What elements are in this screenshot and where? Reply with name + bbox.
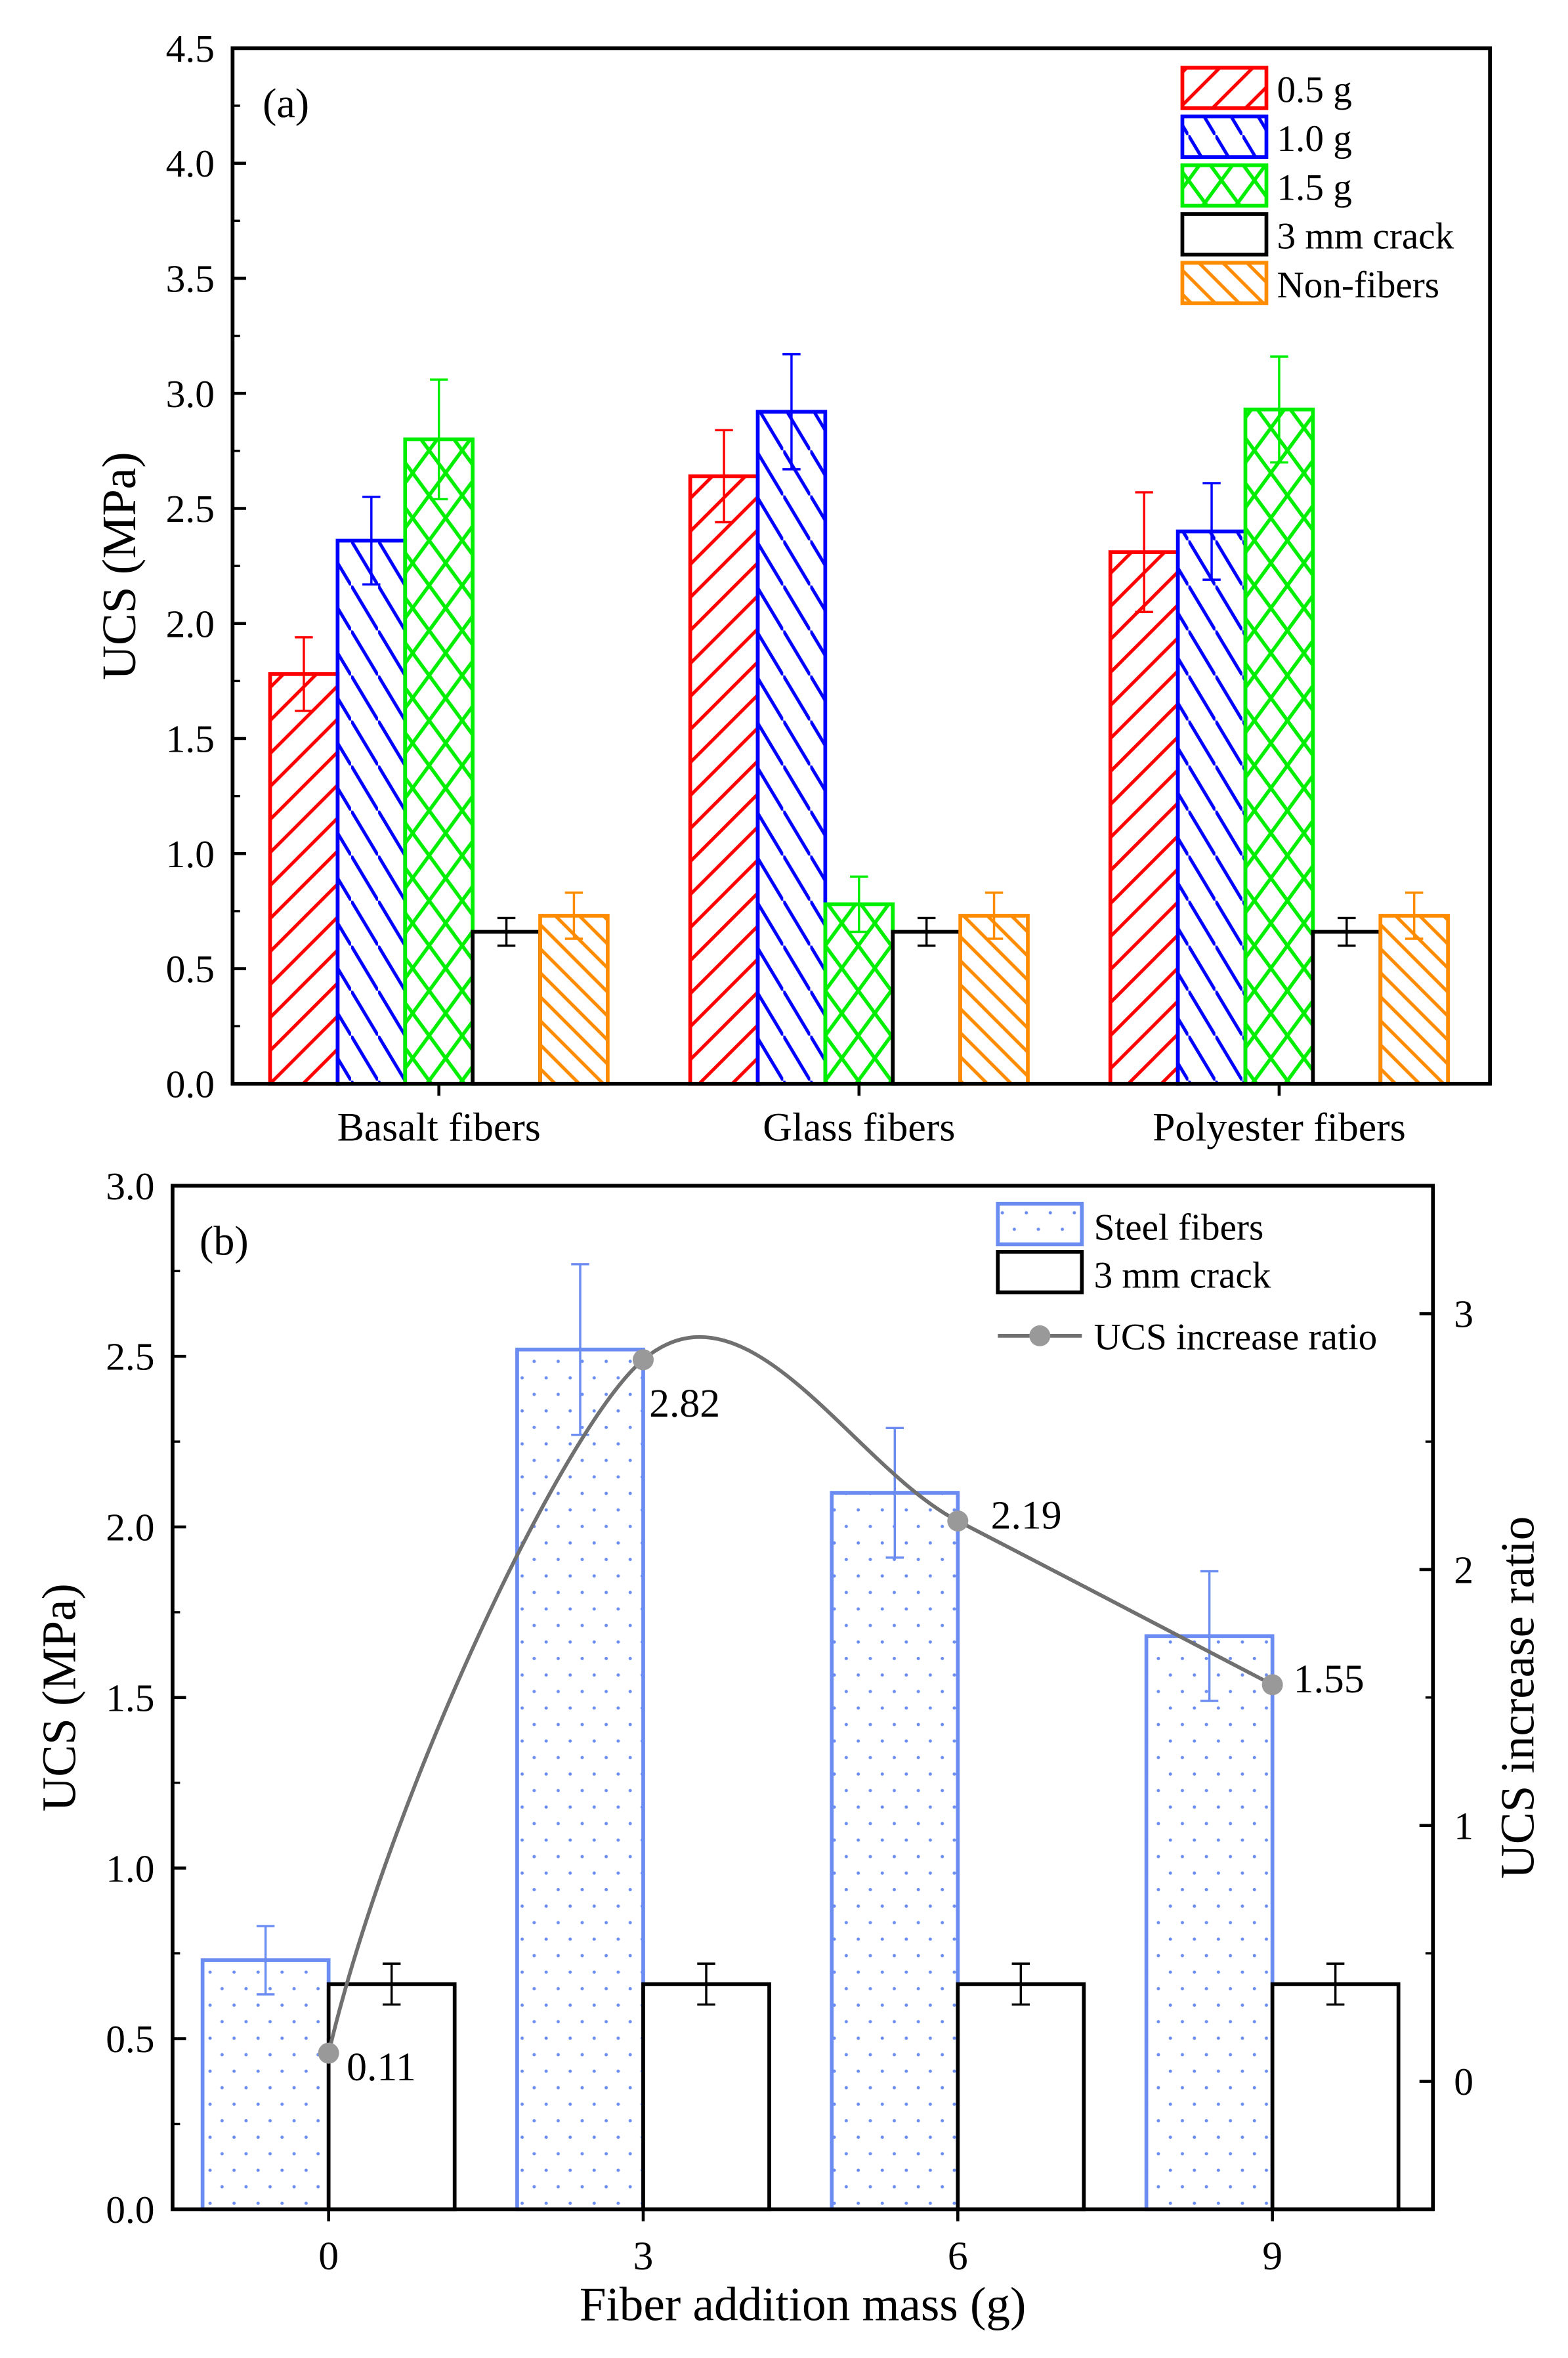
bar-0-5-g xyxy=(1108,550,1180,1086)
legend-swatch xyxy=(996,1250,1084,1295)
panel-a-label: (a) xyxy=(263,80,309,127)
bar-1-0-g xyxy=(755,410,828,1086)
ucs-increase-ratio-point xyxy=(947,1510,969,1532)
bar-1-5-g xyxy=(823,902,895,1086)
bar-3-mm-crack xyxy=(641,1982,771,2212)
legend-label: 3 mm crack xyxy=(1094,1255,1271,1297)
legend-label: Steel fibers xyxy=(1094,1207,1264,1249)
legend-swatch xyxy=(1180,163,1269,208)
y-tick-label: 1.5 xyxy=(106,1676,154,1719)
y-tick-label: 1.5 xyxy=(166,718,215,761)
panel-b-plot-frame xyxy=(171,1184,1435,2212)
ucs-increase-ratio-point xyxy=(318,2042,339,2064)
x-tick-label: 9 xyxy=(1262,2234,1282,2279)
y-tick-label: 0.0 xyxy=(166,1062,215,1105)
y-tick-label: 3.5 xyxy=(166,257,215,301)
y2-tick-label: 1 xyxy=(1454,1804,1473,1847)
bar-1-5-g xyxy=(403,437,475,1086)
legend-marker xyxy=(1029,1325,1051,1346)
x-tick-label: Polyester fibers xyxy=(1153,1105,1406,1150)
y-tick-label: 2.5 xyxy=(106,1335,154,1379)
panel-b-y-axis-label: UCS (MPa) xyxy=(32,1583,85,1811)
y2-tick-label: 2 xyxy=(1454,1549,1473,1592)
bar-3-mm-crack xyxy=(891,930,962,1086)
bar-0-5-g xyxy=(268,672,340,1086)
bar-1-5-g xyxy=(1243,407,1315,1086)
bar-3-mm-crack xyxy=(1270,1982,1401,2212)
legend-swatch xyxy=(1180,212,1269,257)
bar-0-5-g xyxy=(688,474,760,1086)
y-tick-label: 2.5 xyxy=(166,487,215,530)
legend-label: UCS increase ratio xyxy=(1094,1316,1378,1358)
x-tick-label: 3 xyxy=(633,2234,654,2279)
data-label: 2.19 xyxy=(991,1493,1062,1537)
legend-label: Non-fibers xyxy=(1277,265,1439,306)
legend-swatch xyxy=(1180,66,1269,110)
bar-non-fibers xyxy=(538,914,610,1086)
bar-1-0-g xyxy=(1176,529,1248,1086)
panel-b-y2-axis-label: UCS increase ratio xyxy=(1491,1516,1544,1879)
legend-swatch xyxy=(1180,261,1269,305)
bar-steel-fibers xyxy=(1144,1634,1275,2212)
legend-label: 3 mm crack xyxy=(1277,216,1454,257)
x-tick-label: 6 xyxy=(948,2234,968,2279)
y-tick-label: 3.0 xyxy=(106,1165,154,1208)
bar-non-fibers xyxy=(1378,914,1450,1086)
bar-steel-fibers xyxy=(200,1958,331,2212)
y-tick-label: 2.0 xyxy=(166,602,215,645)
y2-tick-label: 3 xyxy=(1454,1293,1473,1336)
legend-label: 1.0 g xyxy=(1277,118,1351,160)
panel-b-x-axis-label: Fiber addition mass (g) xyxy=(580,2278,1027,2331)
bar-3-mm-crack xyxy=(1311,930,1383,1086)
y-tick-label: 3.0 xyxy=(166,372,215,416)
data-label: 0.11 xyxy=(347,2045,416,2090)
bar-non-fibers xyxy=(958,914,1030,1086)
y-tick-label: 4.0 xyxy=(166,142,215,185)
bar-1-0-g xyxy=(335,538,408,1086)
legend-label: 0.5 g xyxy=(1277,70,1351,111)
legend-label: 1.5 g xyxy=(1277,167,1351,208)
x-tick-label: Glass fibers xyxy=(763,1105,955,1150)
bar-3-mm-crack xyxy=(956,1982,1086,2212)
y-tick-label: 2.0 xyxy=(106,1506,154,1549)
ucs-increase-ratio-point xyxy=(632,1349,654,1371)
panel-b-label: (b) xyxy=(200,1217,249,1264)
y-tick-label: 0.5 xyxy=(166,947,215,991)
bar-steel-fibers xyxy=(515,1347,645,2212)
y-tick-label: 0.0 xyxy=(106,2188,154,2231)
legend-swatch xyxy=(996,1201,1084,1247)
bar-3-mm-crack xyxy=(471,930,542,1086)
bar-steel-fibers xyxy=(830,1491,960,2212)
legend-swatch xyxy=(1180,114,1269,160)
panel-a: (a) UCS (MPa) 0.0 0.5 1.0 1.5 2.0 2.5 3.0 3.5 4.… xyxy=(93,27,1492,1150)
ucs-increase-ratio-point xyxy=(1261,1674,1283,1696)
bar-3-mm-crack xyxy=(326,1982,457,2212)
ucs-increase-ratio-line xyxy=(326,1335,1273,2054)
y-tick-label: 0.5 xyxy=(106,2017,154,2061)
y-tick-label: 4.5 xyxy=(166,27,215,70)
x-tick-label: Basalt fibers xyxy=(337,1105,541,1150)
x-tick-label: 0 xyxy=(318,2234,339,2279)
panel-a-plot-frame xyxy=(230,46,1492,1086)
panel-b: (b) UCS (MPa) UCS increase ratio Fiber a… xyxy=(32,1165,1544,2331)
data-label: 1.55 xyxy=(1294,1657,1365,1702)
data-label: 2.82 xyxy=(649,1381,720,1426)
y-tick-label: 1.0 xyxy=(106,1847,154,1890)
y-tick-label: 1.0 xyxy=(166,832,215,876)
y2-tick-label: 0 xyxy=(1454,2060,1473,2103)
panel-a-y-axis-label: UCS (MPa) xyxy=(93,452,146,679)
